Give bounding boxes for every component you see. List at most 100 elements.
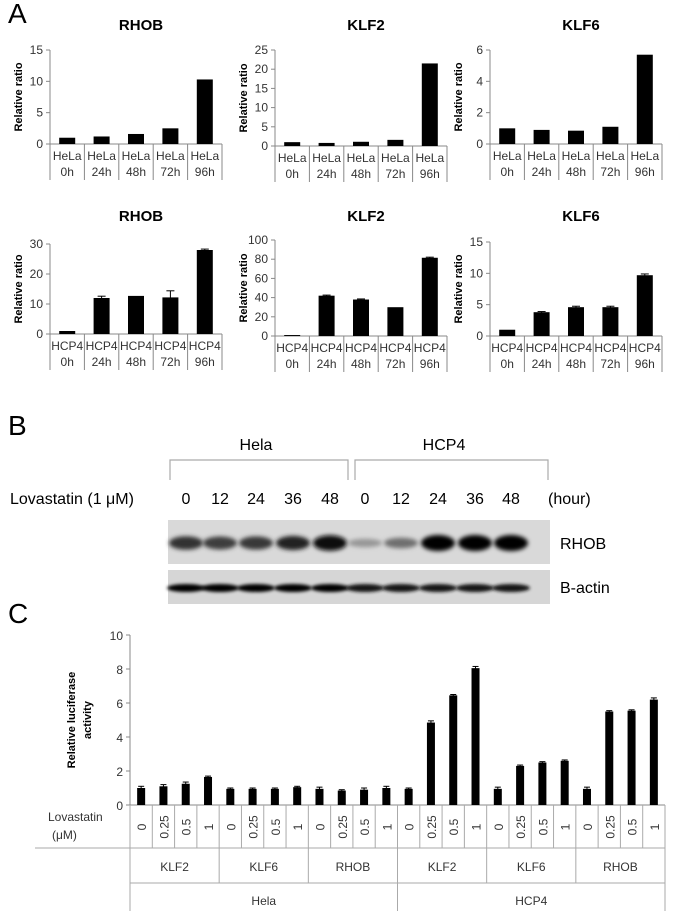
bar	[59, 331, 76, 334]
category-label-line1: HeLa	[122, 149, 151, 163]
timepoint-label: 12	[392, 491, 410, 508]
band-label-rhob: RHOB	[560, 536, 606, 553]
band-actin	[311, 584, 349, 592]
dose-label: 0	[135, 823, 149, 830]
category-label-line2: 72h	[385, 167, 405, 181]
category-label-line2: 48h	[126, 355, 146, 369]
category-label-line2: 0h	[61, 355, 74, 369]
treatment-label: Lovastatin (1 μM)	[10, 491, 134, 508]
band-actin	[167, 584, 205, 592]
dose-label: 0	[313, 823, 327, 830]
band-rhob	[239, 536, 273, 550]
category-label-line1: HCP4	[189, 339, 221, 353]
y-axis-label: Relative ratio	[13, 62, 25, 131]
bar	[499, 329, 516, 336]
timepoint-label: 0	[182, 491, 191, 508]
y-tick-label: 40	[255, 291, 269, 305]
category-label-line1: HeLa	[87, 149, 116, 163]
bar	[226, 788, 235, 805]
dose-label: 1	[470, 823, 484, 830]
category-label-line2: 24h	[317, 357, 337, 371]
bar	[137, 788, 146, 805]
category-label-line2: 96h	[195, 165, 215, 179]
dose-label: 0	[403, 823, 417, 830]
band-label-actin: B-actin	[560, 580, 610, 597]
bar	[582, 788, 591, 805]
category-label-line2: 96h	[420, 357, 440, 371]
time-unit-label: (hour)	[548, 491, 591, 508]
bar	[538, 762, 547, 805]
category-label-line1: HCP4	[379, 341, 411, 355]
y-axis-label: Relative ratio	[453, 254, 465, 323]
band-rhob	[458, 535, 492, 551]
timepoint-label: 12	[211, 491, 229, 508]
category-label-line2: 24h	[92, 355, 112, 369]
dose-label: 0.25	[247, 815, 261, 839]
y-axis-label: Relative ratio	[13, 254, 25, 323]
bar	[337, 790, 346, 805]
category-label-line1: HeLa	[562, 149, 591, 163]
category-label-line1: HCP4	[594, 341, 626, 355]
band-actin	[237, 584, 275, 592]
category-label-line1: HCP4	[526, 341, 558, 355]
timepoint-label: 24	[429, 491, 447, 508]
y-tick-label: 6	[116, 697, 123, 711]
band-rhob	[494, 535, 528, 551]
bar	[318, 142, 335, 146]
y-tick-label: 2	[476, 106, 483, 120]
category-label-line2: 0h	[501, 165, 514, 179]
bar	[449, 695, 458, 805]
category-label-line1: HCP4	[414, 341, 446, 355]
bar	[533, 312, 550, 336]
category-label-line1: HeLa	[53, 149, 82, 163]
category-label-line1: HCP4	[86, 339, 118, 353]
y-tick-label: 0	[116, 799, 123, 813]
bar	[605, 711, 614, 805]
bar	[387, 139, 404, 146]
bar-chart-rhob-hcp4: RHOB Relative ratio 0 10 20 30 HCP4 0h HCP4 24h HC…	[13, 208, 223, 370]
band-rhob	[348, 538, 382, 548]
category-label-line2: 48h	[351, 357, 371, 371]
dose-label: 1	[559, 823, 573, 830]
category-label-line2: 72h	[600, 357, 620, 371]
bar	[499, 128, 516, 144]
category-label-line2: 48h	[566, 357, 586, 371]
timepoint-label: 0	[361, 491, 370, 508]
dose-label: 1	[202, 823, 216, 830]
category-label-line2: 24h	[92, 165, 112, 179]
bar	[248, 788, 257, 805]
dose-label: 0.25	[425, 815, 439, 839]
dose-label: 0	[224, 823, 238, 830]
gene-group-label: KLF2	[428, 860, 457, 874]
bar	[59, 137, 76, 144]
category-label-line1: HCP4	[154, 339, 186, 353]
dose-row-label-line1: Lovastatin	[48, 810, 103, 824]
dose-label: 1	[380, 823, 394, 830]
category-label-line1: HeLa	[156, 149, 185, 163]
bar	[204, 776, 213, 805]
band-actin	[274, 584, 312, 592]
y-tick-label: 0	[476, 137, 483, 151]
bar	[471, 668, 480, 805]
group-label-hela: Hela	[240, 437, 273, 454]
y-axis-label: Relative ratio	[238, 253, 250, 322]
chart-title: RHOB	[119, 17, 163, 34]
category-label-line1: HeLa	[493, 149, 522, 163]
category-label-line2: 0h	[61, 165, 74, 179]
y-tick-label: 5	[36, 106, 43, 120]
category-label-line2: 24h	[317, 167, 337, 181]
y-tick-label: 10	[470, 266, 484, 280]
y-tick-label: 5	[476, 298, 483, 312]
band-rhob	[203, 536, 237, 550]
dose-label: 0.5	[180, 818, 194, 835]
bar	[560, 760, 569, 805]
y-tick-label: 4	[116, 731, 123, 745]
bar	[196, 79, 213, 144]
bar-chart-klf6-hela: KLF6 Relative ratio 0 2 4 6 HeLa 0h HeLa 24h HeLa 4…	[453, 17, 663, 180]
y-axis-label-line1: Relative luciferase	[66, 672, 78, 769]
dose-label: 0.5	[358, 818, 372, 835]
bar	[568, 130, 584, 144]
dose-label: 0.5	[626, 818, 640, 835]
y-tick-label: 10	[30, 297, 44, 311]
dose-label: 1	[291, 823, 305, 830]
